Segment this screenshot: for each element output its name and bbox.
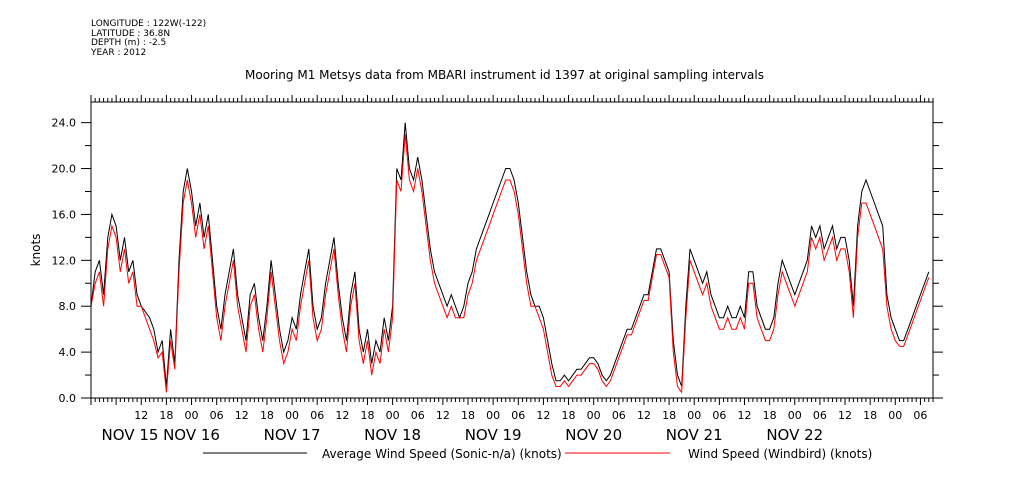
x-tick-label: 12 <box>335 409 349 422</box>
legend: Average Wind Speed (Sonic-n/a) (knots) Wi… <box>203 447 872 461</box>
x-tick-label: 18 <box>260 409 274 422</box>
x-tick-label: 12 <box>235 409 249 422</box>
x-tick-label: 12 <box>637 409 651 422</box>
x-tick-label: 00 <box>587 409 601 422</box>
depth-text: DEPTH (m) : -2.5 <box>91 38 167 48</box>
x-day-label: NOV 17 <box>264 426 321 444</box>
year-text: YEAR : 2012 <box>91 47 147 58</box>
x-tick-label: 06 <box>411 409 425 422</box>
x-tick-label: 18 <box>662 409 676 422</box>
y-tick-label: 4.0 <box>59 346 77 359</box>
legend-label-1: Average Wind Speed (Sonic-n/a) (knots) <box>322 447 562 461</box>
x-tick-label: 12 <box>838 409 852 422</box>
x-tick-label: 06 <box>712 409 726 422</box>
x-day-label: NOV 18 <box>364 426 421 444</box>
axis-ticks: 12 18 00 06 12 18 00 06 12 18 00 06 12 18 00 06 12 18 00 06… <box>52 95 943 444</box>
series-layer <box>90 122 930 394</box>
y-tick-label: 0.0 <box>59 392 77 405</box>
y-tick-label: 12.0 <box>52 254 77 267</box>
metadata-block: LONGITUDE : 122W(-122) LATITUDE : 36.8N … <box>91 19 207 58</box>
y-tick-label: 8.0 <box>59 300 77 313</box>
series-line-1 <box>90 122 930 387</box>
x-day-label: NOV 15 <box>102 426 159 444</box>
plot-frame <box>90 101 934 399</box>
x-tick-label: 06 <box>210 409 224 422</box>
y-tick-label: 24.0 <box>52 117 77 130</box>
x-tick-label: 00 <box>888 409 902 422</box>
x-tick-label: 06 <box>310 409 324 422</box>
x-tick-label: 12 <box>134 409 148 422</box>
x-tick-label: 00 <box>788 409 802 422</box>
x-tick-label: 12 <box>536 409 550 422</box>
longitude-text: LONGITUDE : 122W(-122) <box>91 19 207 29</box>
x-tick-label: 18 <box>763 409 777 422</box>
x-tick-label: 18 <box>461 409 475 422</box>
y-tick-label: 20.0 <box>52 163 77 176</box>
x-tick-label: 18 <box>562 409 576 422</box>
y-tick-label: 16.0 <box>52 208 77 221</box>
x-day-label: NOV 21 <box>666 426 723 444</box>
chart-title: Mooring M1 Metsys data from MBARI instru… <box>245 68 764 82</box>
x-day-label: NOV 20 <box>565 426 622 444</box>
x-tick-label: 12 <box>436 409 450 422</box>
x-tick-label: 06 <box>511 409 525 422</box>
x-tick-label: 18 <box>863 409 877 422</box>
x-tick-label: 00 <box>687 409 701 422</box>
x-tick-label: 18 <box>360 409 374 422</box>
x-day-label: NOV 19 <box>465 426 522 444</box>
x-tick-label: 06 <box>813 409 827 422</box>
latitude-text: LATITUDE : 36.8N <box>91 28 171 39</box>
x-tick-label: 00 <box>285 409 299 422</box>
x-tick-label: 12 <box>737 409 751 422</box>
x-day-label: NOV 16 <box>163 426 220 444</box>
series-line-2 <box>90 134 930 394</box>
x-tick-label: 18 <box>159 409 173 422</box>
x-tick-label: 00 <box>486 409 500 422</box>
x-tick-label: 00 <box>386 409 400 422</box>
x-tick-label: 06 <box>913 409 927 422</box>
legend-label-2: Wind Speed (Windbird) (knots) <box>688 447 872 461</box>
x-tick-label: 00 <box>185 409 199 422</box>
x-day-label: NOV 22 <box>766 426 823 444</box>
y-axis-label: knots <box>29 234 43 267</box>
x-tick-label: 06 <box>612 409 626 422</box>
